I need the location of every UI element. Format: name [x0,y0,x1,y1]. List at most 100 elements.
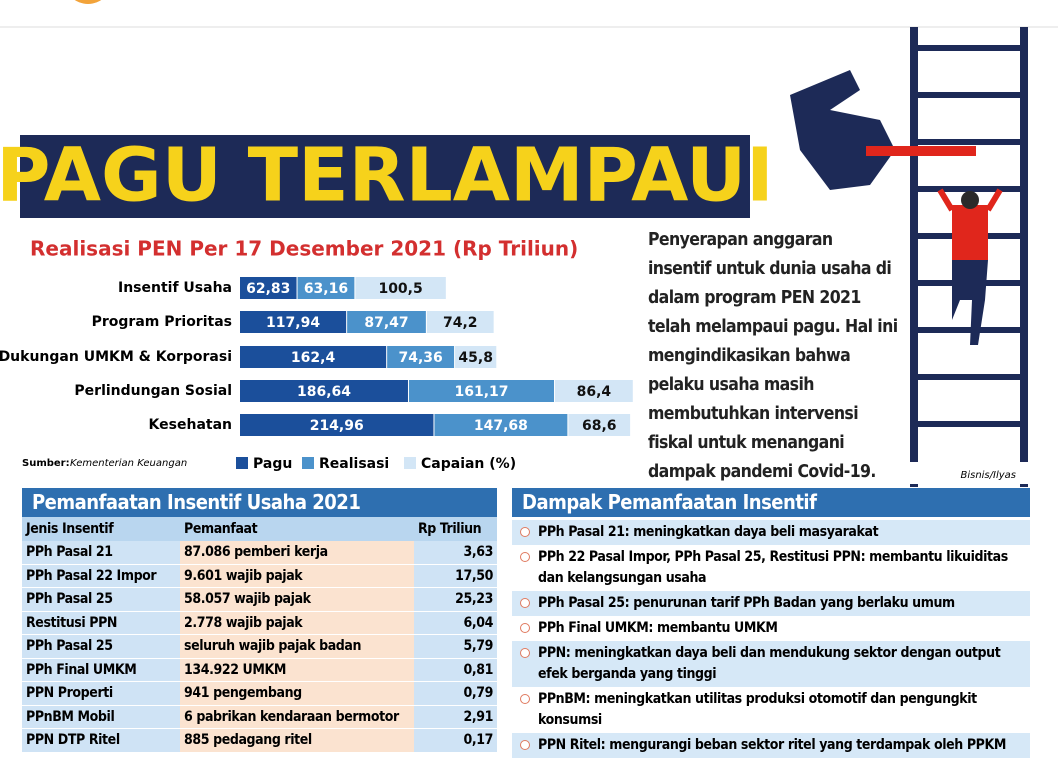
impact-list: PPh Pasal 21: meningkatkan daya beli mas… [512,520,1030,758]
value-label: 62,83 [246,281,290,297]
table-cell: PPnBM Mobil [22,705,180,729]
impact-item: PPh Pasal 25: penurunan tarif PPh Badan … [512,591,1030,616]
value-label: 74,36 [398,350,442,366]
ladder-rung [910,374,1028,380]
category-label: Program Prioritas [92,314,232,330]
header-row: Jenis Insentif Pemanfaat Rp Triliun [22,517,497,541]
impact-text: PPN Ritel: mengurangi beban sektor ritel… [538,737,1006,753]
table-cell: 5,79 [414,634,497,659]
bar-segment [426,311,494,333]
legend-label: Pagu [253,456,292,472]
bar-segment [240,311,347,333]
table-cell: 58.057 wajib pajak [180,587,414,612]
table-cell: PPh Pasal 22 Impor [22,564,180,588]
table-cell: PPh Final UMKM [22,658,180,682]
table-cell: 0,81 [414,658,497,682]
source-text: Kementerian Keuangan [70,458,187,469]
value-label: 68,6 [582,418,617,434]
table-row: Restitusi PPN 2.778 wajib pajak 6,04 [22,611,497,635]
table-cell: PPh Pasal 25 [22,587,180,612]
table-row: PPnBM Mobil 6 pabrikan kendaraan bermotor… [22,705,497,729]
table-row: PPh Pasal 21 87.086 pemberi kerja 3,63 [22,541,497,565]
table-cell: Restitusi PPN [22,611,180,635]
ladder-rung [910,139,1028,145]
table-cell: 6,04 [414,611,497,635]
table-row: PPh Final UMKM 134.922 UMKM 0,81 [22,658,497,682]
value-label: 87,47 [364,315,408,331]
chart-title: Realisasi PEN Per 17 Desember 2021 (Rp T… [30,237,578,261]
ladder-rung [910,327,1028,333]
impact-text: PPnBM: meningkatkan utilitas produksi ot… [538,691,977,728]
legend-swatch [302,457,314,469]
table-cell: seluruh wajib pajak badan [180,634,414,659]
impact-text: PPh Pasal 21: meningkatkan daya beli mas… [538,524,879,540]
table-cell: 0,79 [414,681,497,706]
bullet [520,623,530,633]
impact-text: PPh Pasal 25: penurunan tarif PPh Badan … [538,595,955,611]
bar-segment [408,380,555,402]
legend-label: Capaian (%) [421,456,516,472]
value-label: 214,96 [310,418,364,434]
impact-text: PPN: meningkatkan daya beli dan mendukun… [538,645,1001,682]
impact-item: PPN Ritel: mengurangi beban sektor ritel… [512,733,1030,758]
bar-segment [555,380,633,402]
table-cell: 2.778 wajib pajak [180,611,414,635]
impact-item: PPnBM: meningkatkan utilitas produksi ot… [512,687,1030,733]
column-header: Pemanfaat [180,517,414,541]
value-label: 162,4 [291,350,336,366]
value-label: 63,16 [304,281,348,297]
impact-panel: Dampak Pemanfaatan Insentif PPh Pasal 21… [512,488,1030,758]
table-cell: 6 pabrikan kendaraan bermotor [180,705,414,729]
table-cell: PPh Pasal 25 [22,634,180,659]
bullet [520,552,530,562]
table-cell: PPN DTP Ritel [22,728,180,753]
column-header: Rp Triliun [414,517,497,541]
impact-title: Dampak Pemanfaatan Insentif [512,488,1030,517]
table-cell: PPN Properti [22,681,180,706]
bullet [520,598,530,608]
bar-segment [387,346,455,368]
impact-item: PPh 22 Pasal Impor, PPh Pasal 25, Restit… [512,545,1030,591]
value-label: 147,68 [474,418,528,434]
category-label: Dukungan UMKM & Korporasi [0,349,232,365]
table-cell: 2,91 [414,705,497,729]
bar-segment [240,414,434,436]
table-cell: 25,23 [414,587,497,612]
table: Jenis Insentif Pemanfaat Rp Triliun PPh Pas… [22,517,497,753]
impact-item: PPh Final UMKM: membantu UMKM [512,616,1030,641]
ladder-rung [910,186,1028,192]
bar-segment [434,414,568,436]
value-label: 86,4 [577,384,612,400]
table-row: PPh Pasal 25 58.057 wajib pajak 25,23 [22,587,497,612]
table-row: PPh Pasal 25 seluruh wajib pajak badan 5,7… [22,634,497,659]
table-cell: 17,50 [414,564,497,588]
table-panel: Pemanfaatan Insentif Usaha 2021 Jenis In… [22,488,497,753]
credit: Bisnis/Ilyas [960,470,1016,481]
legend-swatch [404,457,416,469]
legend-label: Realisasi [319,456,389,472]
table-cell: PPh Pasal 21 [22,541,180,565]
value-label: 74,2 [443,315,478,331]
banner [20,135,750,218]
bar-segment [240,277,297,299]
legend-swatch [236,457,248,469]
bar-segment [240,346,387,368]
table-row: PPN DTP Ritel 885 pedagang ritel 0,17 [22,728,497,753]
value-label: 186,64 [297,384,351,400]
table-row: PPh Pasal 22 Impor 9.601 wajib pajak 17,50 [22,564,497,588]
column-header: Jenis Insentif [22,517,180,541]
bullet [520,648,530,658]
main-title: PAGU TERLAMPAUI [0,133,774,219]
bar-segment [297,277,355,299]
impact-text: PPh 22 Pasal Impor, PPh Pasal 25, Restit… [538,549,1008,586]
bullet [520,527,530,537]
source-label: Sumber: [22,458,70,469]
bar-segment [240,380,408,402]
ladder-rung [910,45,1028,51]
table-cell: 941 pengembang [180,681,414,706]
description: Penyerapan anggaran insentif untuk dunia… [648,230,898,482]
table-cell: 885 pedagang ritel [180,728,414,753]
impact-text: PPh Final UMKM: membantu UMKM [538,620,778,636]
category-label: Kesehatan [149,417,232,433]
